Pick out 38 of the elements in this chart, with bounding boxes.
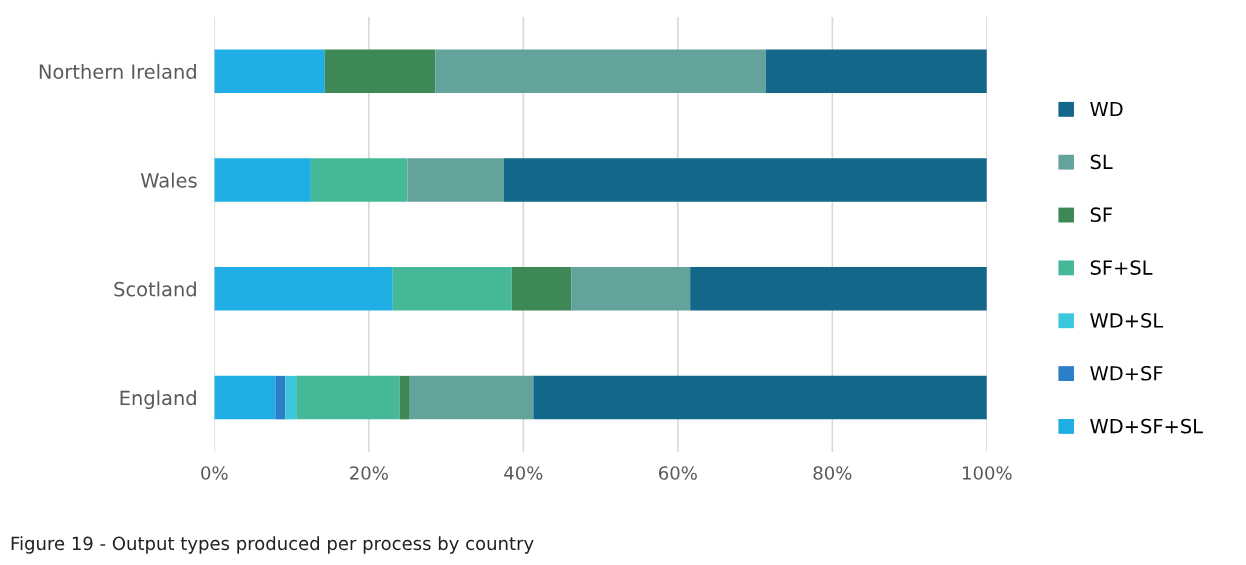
legend-label: WD+SF+SL <box>1090 418 1203 434</box>
bar <box>214 158 311 202</box>
bar <box>296 375 400 420</box>
x-tick-label: 0% <box>201 466 228 480</box>
x-tick-label: 20% <box>350 466 388 480</box>
y-tick-label: Wales <box>140 172 197 188</box>
legend-label: SL <box>1090 154 1113 170</box>
y-tick-label: Northern Ireland <box>39 63 196 79</box>
bar <box>399 375 410 420</box>
y-tick-label: Scotland <box>114 281 196 297</box>
bar <box>285 375 297 420</box>
legend-label: WD <box>1090 101 1123 117</box>
x-tick-label: 100% <box>963 466 1012 480</box>
bar <box>392 267 512 311</box>
bar <box>310 158 408 202</box>
bar <box>571 267 691 311</box>
x-tick-label: 80% <box>813 466 852 480</box>
bar <box>690 267 987 311</box>
bar <box>407 158 505 202</box>
bar <box>409 375 534 420</box>
bar <box>765 49 987 94</box>
y-tick-label: England <box>120 390 196 410</box>
bar <box>275 375 286 420</box>
caption: Figure 19 - Output types produced per process by country <box>11 536 534 554</box>
bar <box>511 267 572 311</box>
legend-label: WD+SF <box>1090 365 1163 381</box>
bar <box>504 158 987 202</box>
bar <box>214 375 276 420</box>
bar <box>533 375 987 420</box>
x-tick-label: 60% <box>659 466 697 480</box>
x-tick-label: 40% <box>504 466 543 480</box>
legend-label: SF+SL <box>1090 260 1153 275</box>
bar <box>214 49 325 94</box>
legend-label: SF <box>1090 207 1112 223</box>
legend-label: WD+SL <box>1090 313 1164 328</box>
bar <box>435 49 766 94</box>
bar <box>324 49 436 94</box>
bar <box>214 267 393 311</box>
